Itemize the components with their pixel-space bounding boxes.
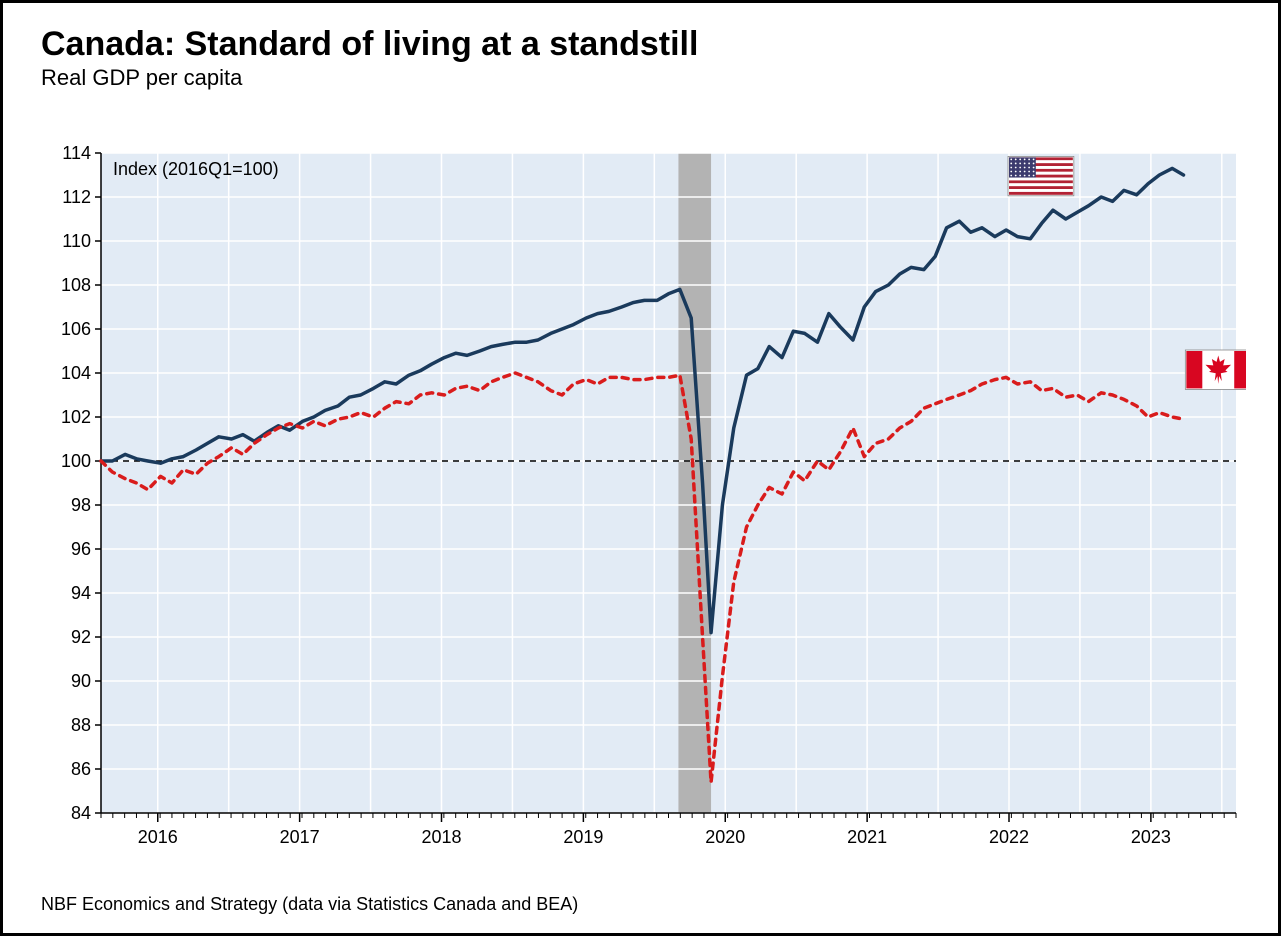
svg-text:2018: 2018 [421,827,461,847]
svg-text:112: 112 [62,187,91,207]
svg-text:114: 114 [62,143,91,163]
svg-text:2020: 2020 [705,827,745,847]
chart-subtitle: Real GDP per capita [41,65,242,91]
svg-text:86: 86 [71,759,91,779]
svg-text:2023: 2023 [1131,827,1171,847]
svg-text:2022: 2022 [989,827,1029,847]
svg-text:106: 106 [61,319,91,339]
svg-text:Index (2016Q1=100): Index (2016Q1=100) [113,159,279,179]
svg-text:98: 98 [71,495,91,515]
us-flag-icon [1008,156,1074,195]
svg-text:88: 88 [71,715,91,735]
svg-text:108: 108 [61,275,91,295]
svg-text:110: 110 [62,231,91,251]
svg-text:2021: 2021 [847,827,887,847]
svg-text:2019: 2019 [563,827,603,847]
plot-area: 84 86 88 90 92 94 96 98 100 102 104 106 108 110 112 114… [41,113,1246,873]
svg-text:104: 104 [61,363,91,383]
source-note: NBF Economics and Strategy (data via Sta… [41,894,578,915]
chart-svg: 84 86 88 90 92 94 96 98 100 102 104 106 108 110 112 114… [41,113,1246,873]
svg-text:100: 100 [61,451,91,471]
svg-text:90: 90 [71,671,91,691]
chart-title: Canada: Standard of living at a standsti… [41,25,698,64]
chart-frame: Canada: Standard of living at a standsti… [0,0,1281,936]
svg-text:102: 102 [61,407,91,427]
svg-text:84: 84 [71,803,91,823]
svg-text:2017: 2017 [280,827,320,847]
svg-text:2016: 2016 [138,827,178,847]
svg-text:92: 92 [71,627,91,647]
svg-text:94: 94 [71,583,91,603]
canada-flag-icon [1185,350,1246,389]
svg-text:96: 96 [71,539,91,559]
